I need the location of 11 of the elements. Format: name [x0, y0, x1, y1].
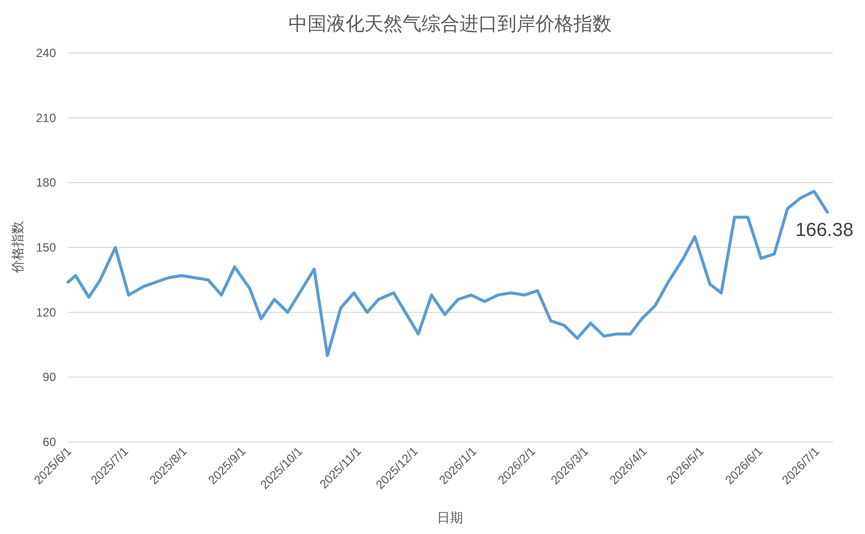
- y-tick-label: 180: [36, 176, 56, 190]
- annotation: 166.38: [795, 220, 854, 242]
- chart-title: 中国液化天然气综合进口到岸价格指数: [288, 13, 612, 35]
- x-axis-title: 日期: [437, 510, 463, 525]
- y-tick-label: 120: [36, 305, 56, 320]
- y-tick-label: 150: [36, 240, 56, 254]
- y-tick-label: 240: [36, 46, 56, 60]
- y-axis-title: 价格指数: [10, 221, 25, 274]
- y-tick-label: 210: [36, 110, 56, 125]
- y-tick-label: 60: [42, 435, 56, 449]
- y-tick-label: 90: [42, 370, 56, 384]
